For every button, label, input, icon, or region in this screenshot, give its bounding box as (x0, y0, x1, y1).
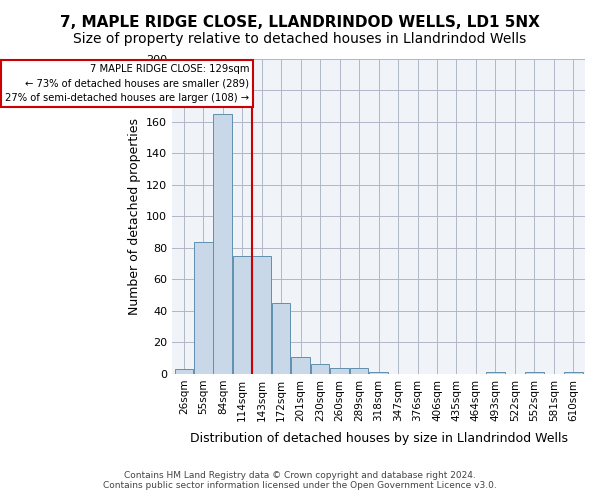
Bar (564, 372, 583, 374)
Text: 7 MAPLE RIDGE CLOSE: 129sqm
← 73% of detached houses are smaller (289)
27% of se: 7 MAPLE RIDGE CLOSE: 129sqm ← 73% of det… (5, 64, 250, 104)
Bar (370, 372, 388, 374)
Bar (272, 303, 290, 374)
Text: Contains HM Land Registry data © Crown copyright and database right 2024.
Contai: Contains HM Land Registry data © Crown c… (103, 470, 497, 490)
Bar (350, 368, 368, 374)
Text: Size of property relative to detached houses in Llandrindod Wells: Size of property relative to detached ho… (73, 32, 527, 46)
Bar (175, 369, 193, 374)
Y-axis label: Number of detached properties: Number of detached properties (128, 118, 140, 315)
Bar (486, 372, 505, 374)
Bar (233, 256, 251, 374)
X-axis label: Distribution of detached houses by size in Llandrindod Wells: Distribution of detached houses by size … (190, 432, 568, 445)
Bar (525, 372, 544, 374)
Bar (292, 356, 310, 374)
Text: 7, MAPLE RIDGE CLOSE, LLANDRINDOD WELLS, LD1 5NX: 7, MAPLE RIDGE CLOSE, LLANDRINDOD WELLS,… (60, 15, 540, 30)
Bar (331, 368, 349, 374)
Bar (311, 364, 329, 374)
Bar (194, 242, 212, 374)
Bar (214, 114, 232, 374)
Bar (253, 256, 271, 374)
